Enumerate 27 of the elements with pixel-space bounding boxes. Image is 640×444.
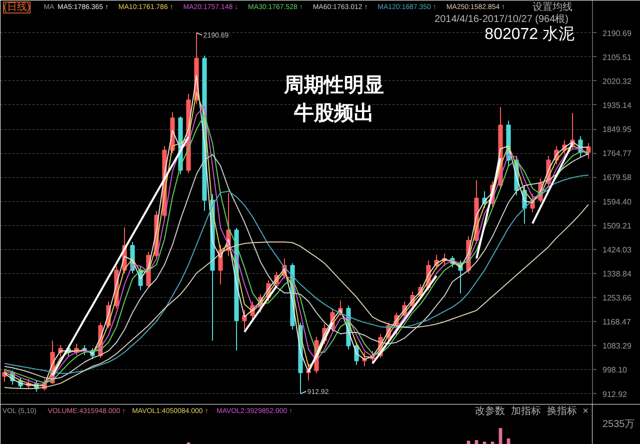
annotation: 周期性明显 (282, 74, 384, 96)
text: 2535万 (602, 419, 635, 430)
y-tick-label: 912.92 (602, 390, 628, 399)
annotation: (日线) (4, 1, 30, 13)
y-tick-label: 1083.29 (602, 342, 632, 351)
y-tick-label: 1849.95 (602, 125, 632, 134)
y-tick-label: 1935.14 (602, 100, 632, 110)
annotation: 牛股频出 (292, 102, 374, 124)
y-tick-label: 2190.69 (602, 28, 632, 38)
y-tick-label: 1594.40 (602, 197, 632, 206)
y-tick-label: 998.10 (602, 366, 628, 375)
y-tick-label: 1253.66 (602, 294, 632, 303)
y-tick-label: 1764.77 (602, 149, 632, 158)
y-tick-label: 1338.84 (602, 269, 632, 278)
text: 2014/4/16-2017/10/27 (964根) (434, 13, 569, 25)
text: 换指标 (546, 405, 577, 417)
y-tick-label: 1424.03 (602, 245, 632, 254)
y-tick-label: 2105.51 (602, 52, 632, 62)
text: 改参数 (474, 405, 505, 417)
text: 加指标 (510, 405, 541, 417)
y-tick-label: 1168.47 (602, 318, 632, 327)
y-tick-label: 1679.58 (602, 173, 632, 182)
text: × (582, 406, 589, 417)
y-tick-label: 1509.21 (602, 221, 632, 230)
text: 802072 水泥 (484, 25, 575, 43)
y-tick-label: 2020.32 (602, 76, 632, 86)
annotation: 设置均线 (532, 1, 572, 13)
